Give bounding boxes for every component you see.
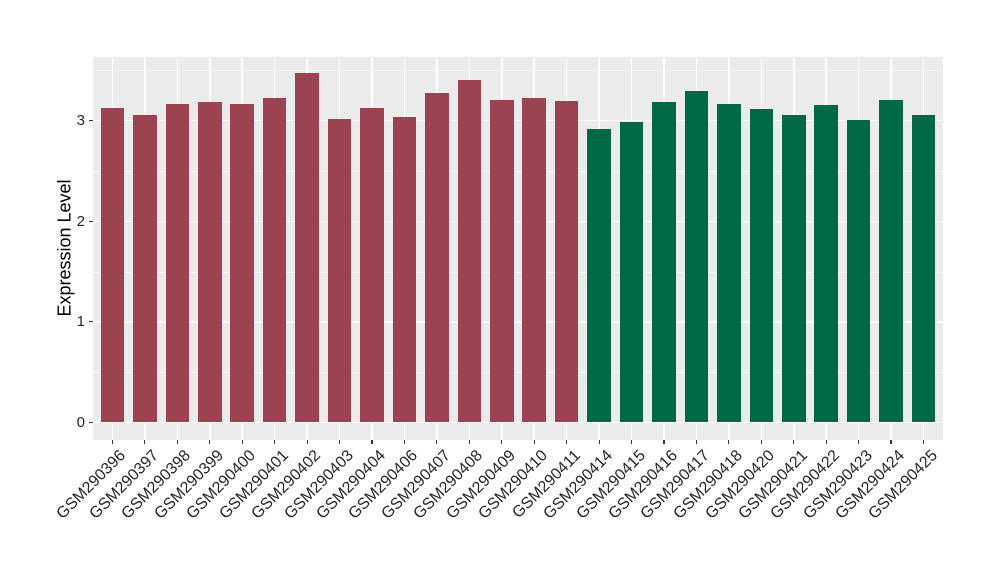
bar (587, 128, 611, 423)
bar (911, 114, 936, 423)
bar (392, 116, 417, 423)
y-tick-label: 1 (76, 313, 85, 331)
x-tick-mark (468, 440, 470, 444)
bar (782, 114, 806, 423)
bar (262, 97, 287, 423)
x-tick-mark (306, 440, 308, 444)
bar (133, 114, 157, 423)
bar (230, 103, 254, 423)
x-tick-mark (274, 440, 276, 444)
bar (554, 100, 579, 423)
y-tick-mark (89, 220, 93, 222)
x-tick-mark (533, 440, 535, 444)
major-gridline (93, 421, 943, 424)
x-tick-mark (890, 440, 892, 444)
major-gridline (93, 220, 943, 223)
y-tick-label: 0 (76, 414, 85, 431)
x-tick-mark (663, 440, 665, 444)
x-tick-mark (793, 440, 795, 444)
x-tick-mark (241, 440, 243, 444)
x-tick-mark (825, 440, 827, 444)
x-tick-mark (566, 440, 568, 444)
bar (879, 99, 903, 423)
y-tick-mark (89, 321, 93, 323)
bar (846, 119, 871, 423)
x-tick-mark (630, 440, 633, 444)
bar (100, 107, 125, 423)
bar (295, 73, 319, 423)
y-tick-mark (89, 120, 93, 122)
bar (619, 121, 644, 423)
x-tick-mark (922, 440, 925, 444)
x-tick-mark (338, 440, 341, 444)
x-tick-mark (144, 440, 146, 444)
major-gridline (93, 119, 943, 122)
bar (198, 101, 222, 423)
bar (360, 107, 384, 423)
bar (327, 118, 352, 423)
bar (522, 97, 546, 423)
bar (684, 90, 709, 423)
y-tick-mark (89, 421, 93, 424)
bar (652, 101, 676, 423)
bar (165, 103, 190, 423)
x-tick-mark (760, 440, 762, 444)
bar (717, 103, 741, 423)
x-tick-mark (695, 440, 698, 444)
minor-gridline (93, 70, 943, 72)
y-tick-label: 2 (76, 212, 85, 230)
x-tick-mark (728, 440, 730, 444)
bar (425, 92, 449, 423)
bar (457, 80, 482, 423)
y-axis-title: Expression Level (54, 179, 75, 317)
x-tick-mark (209, 440, 211, 444)
x-tick-mark (176, 440, 178, 444)
x-tick-mark (403, 440, 406, 444)
minor-gridline (93, 372, 943, 374)
x-tick-mark (598, 440, 600, 444)
bar (814, 104, 838, 423)
y-tick-label: 3 (76, 112, 85, 130)
x-tick-mark (501, 440, 503, 444)
plot-panel (93, 57, 943, 440)
bar (749, 108, 774, 423)
major-gridline (93, 321, 943, 323)
minor-gridline (93, 271, 943, 273)
x-tick-mark (436, 440, 438, 444)
bar (490, 99, 514, 423)
x-tick-mark (111, 440, 114, 444)
x-tick-mark (858, 440, 860, 444)
minor-gridline (93, 171, 943, 172)
x-tick-mark (371, 440, 373, 444)
